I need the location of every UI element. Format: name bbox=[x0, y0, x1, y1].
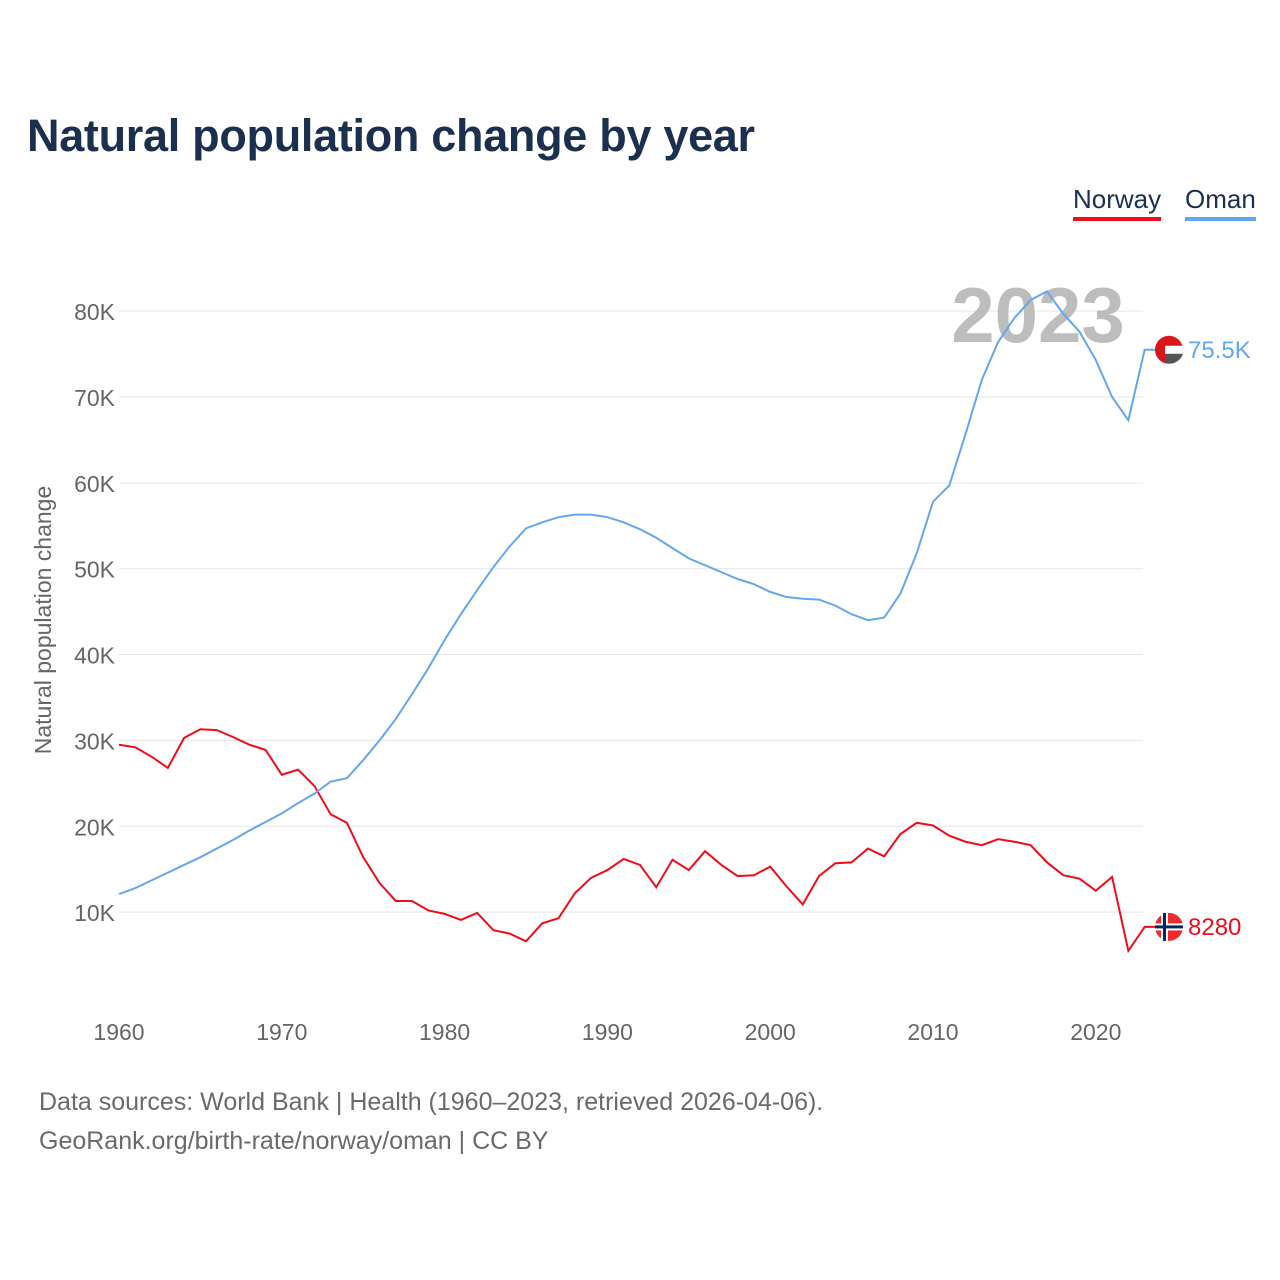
y-tick-label: 10K bbox=[74, 900, 116, 926]
source-link[interactable]: GeoRank.org/birth-rate/norway/oman | CC … bbox=[39, 1127, 549, 1155]
end-value-label: 8280 bbox=[1188, 914, 1241, 941]
source-text: Data sources: World Bank | Health (1960–… bbox=[39, 1088, 824, 1116]
y-tick-label: 40K bbox=[74, 643, 116, 669]
chart-title: Natural population change by year bbox=[27, 110, 755, 161]
y-tick-label: 30K bbox=[74, 728, 116, 754]
grid bbox=[119, 310, 1143, 913]
flag-white-stripe bbox=[1165, 345, 1183, 354]
series-lines bbox=[118, 290, 1160, 954]
y-tick-label: 20K bbox=[74, 814, 116, 840]
y-axis: 10K 20K 30K 40K 50K 60K 70K 80K bbox=[74, 299, 116, 926]
legend-norway[interactable]: Norway bbox=[1073, 184, 1162, 221]
flag-green-stripe bbox=[1165, 353, 1183, 364]
y-tick-label: 60K bbox=[74, 471, 116, 497]
end-value-label: 75.5K bbox=[1188, 337, 1251, 364]
y-tick-label: 80K bbox=[74, 299, 116, 325]
y-tick-label: 70K bbox=[74, 385, 116, 411]
y-axis-label: Natural population change bbox=[30, 486, 56, 755]
x-axis: 1960 1970 1980 1990 2000 2010 2020 bbox=[93, 1019, 1121, 1045]
flag-cross-blue bbox=[1155, 925, 1183, 929]
year-label: 2023 bbox=[951, 271, 1125, 359]
series-line-norway bbox=[118, 728, 1160, 954]
x-tick-label: 2010 bbox=[907, 1019, 958, 1045]
x-tick-label: 1970 bbox=[256, 1019, 307, 1045]
series-line-oman bbox=[118, 290, 1160, 896]
x-tick-label: 1960 bbox=[93, 1019, 144, 1045]
y-tick-label: 50K bbox=[74, 557, 116, 583]
x-tick-label: 1990 bbox=[582, 1019, 633, 1045]
series-end-markers: 8280 75.5K bbox=[1155, 335, 1251, 941]
flag-oman-icon bbox=[1155, 335, 1183, 364]
x-tick-label: 2020 bbox=[1070, 1019, 1121, 1045]
x-tick-label: 2000 bbox=[745, 1019, 796, 1045]
legend-oman[interactable]: Oman bbox=[1185, 184, 1256, 221]
flag-norway-icon bbox=[1155, 912, 1183, 941]
x-tick-label: 1980 bbox=[419, 1019, 470, 1045]
